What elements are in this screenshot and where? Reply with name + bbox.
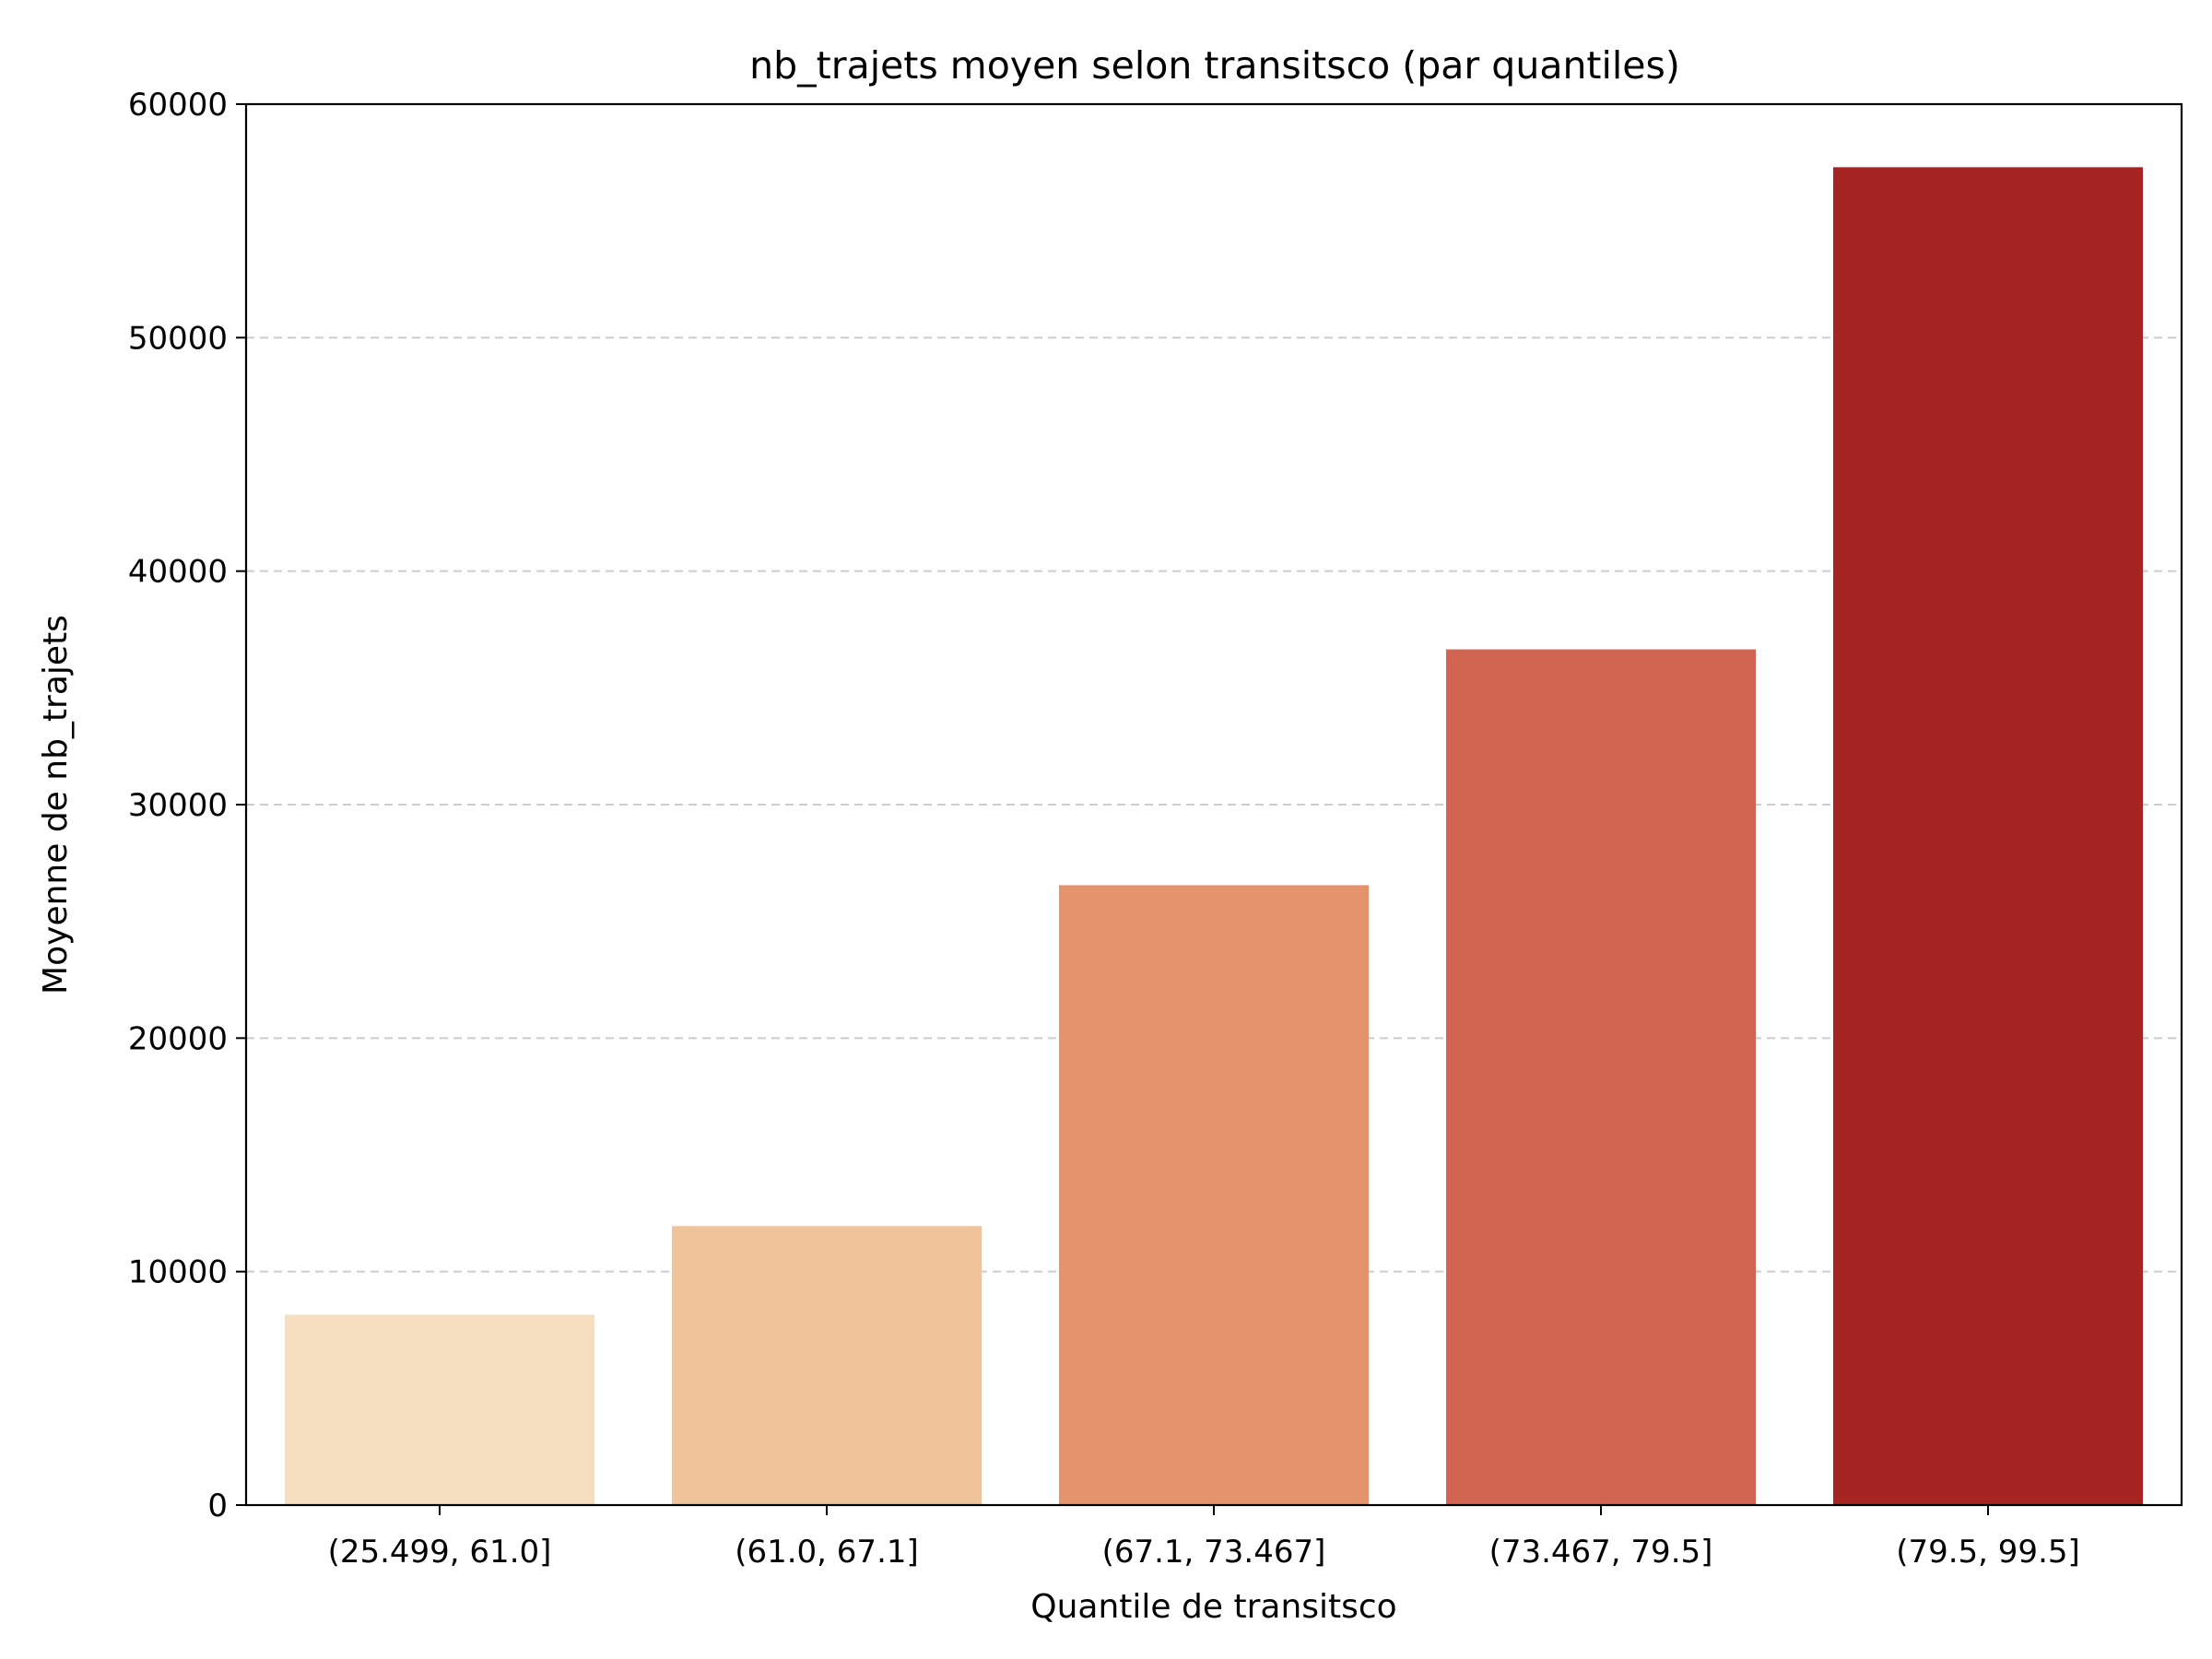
- y-tick-label: 40000: [128, 554, 228, 591]
- bar: [1446, 649, 1756, 1505]
- bar: [285, 1314, 594, 1505]
- bar: [1059, 885, 1369, 1505]
- x-axis-ticks: (25.499, 61.0] (61.0, 67.1] (67.1, 73.467]…: [328, 1505, 2080, 1571]
- x-tick-label: (73.467, 79.5]: [1489, 1534, 1713, 1571]
- y-tick-label: 10000: [128, 1254, 228, 1291]
- y-tick-label: 20000: [128, 1020, 228, 1057]
- x-tick-label: (79.5, 99.5]: [1896, 1534, 2080, 1571]
- y-tick-label: 50000: [128, 320, 228, 357]
- x-tick-label: (61.0, 67.1]: [735, 1534, 919, 1571]
- y-tick-label: 60000: [128, 87, 228, 124]
- bars: [285, 167, 2143, 1505]
- bar: [1833, 167, 2143, 1505]
- bar: [672, 1226, 982, 1505]
- y-axis-label: Moyenne de nb_trajets: [37, 615, 75, 994]
- chart-title: nb_trajets moyen selon transitsco (par q…: [749, 43, 1680, 88]
- y-tick-label: 0: [207, 1488, 228, 1524]
- y-tick-label: 30000: [128, 787, 228, 824]
- x-tick-label: (25.499, 61.0]: [328, 1534, 552, 1571]
- x-tick-label: (67.1, 73.467]: [1102, 1534, 1326, 1571]
- y-axis-ticks: 0 10000 20000 30000 40000 50000 60000: [128, 87, 246, 1524]
- x-axis-label: Quantile de transitsco: [1030, 1588, 1396, 1626]
